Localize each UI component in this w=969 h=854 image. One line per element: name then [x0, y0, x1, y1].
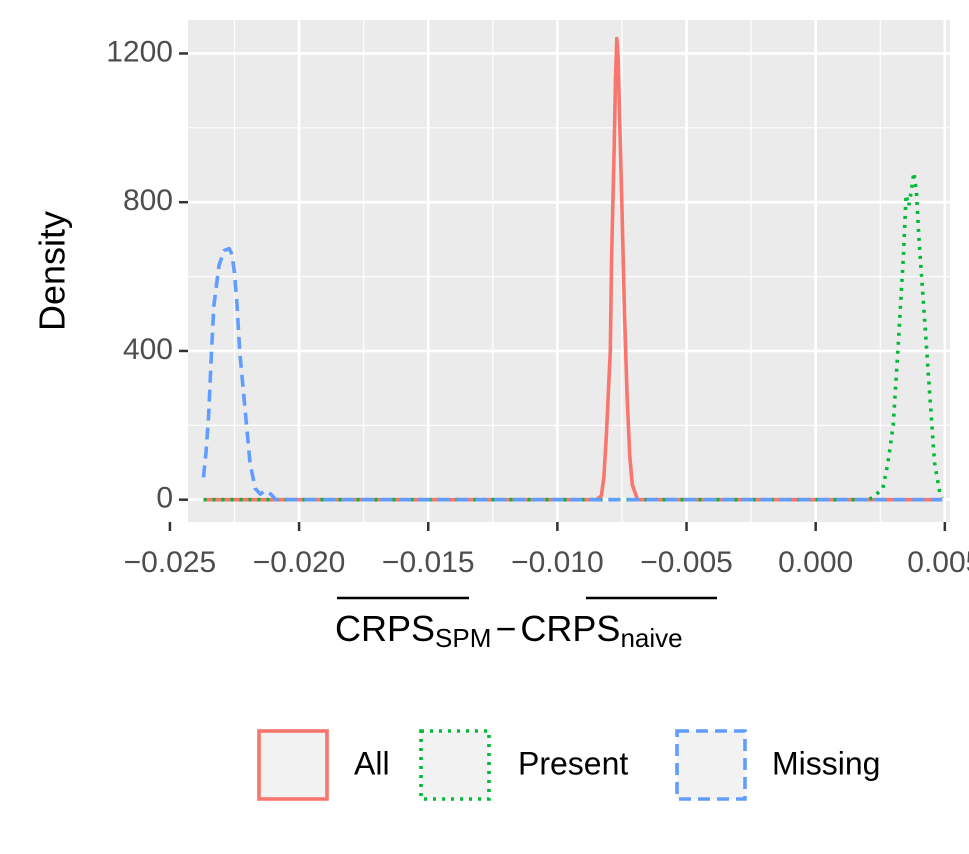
- legend-item-all: All: [257, 729, 390, 801]
- legend-item-present: Present: [419, 729, 628, 801]
- axis-ticks: [168, 52, 947, 531]
- series-layer: [201, 36, 944, 502]
- x-axis-title-term1-sub: SPM: [435, 623, 491, 653]
- legend-label: Missing: [772, 745, 880, 781]
- x-tick-label: −0.015: [382, 546, 475, 579]
- x-tick-label: −0.025: [124, 546, 217, 579]
- series-line-all: [203, 36, 943, 502]
- x-tick-label: −0.010: [511, 546, 604, 579]
- legend-key: [257, 729, 329, 801]
- x-tick-label: −0.005: [640, 546, 733, 579]
- x-tick-label: 0.005: [907, 546, 969, 579]
- x-axis-title-operator: −: [495, 608, 516, 649]
- series-line-missing: [201, 246, 943, 502]
- legend-key: [419, 729, 491, 801]
- x-axis-title-term1: CRPS: [335, 608, 435, 649]
- legend-item-missing: Missing: [675, 729, 880, 801]
- y-tick-labels: 0 400 800 1200: [106, 35, 173, 514]
- y-tick-label: 0: [156, 482, 173, 515]
- y-tick-label: 800: [123, 184, 173, 217]
- x-axis-title: CRPSSPM − CRPSnaive: [335, 596, 717, 653]
- legend-label: Present: [518, 745, 628, 781]
- x-tick-label: −0.020: [253, 546, 346, 579]
- legend-label: All: [354, 745, 390, 781]
- x-tick-labels: −0.025 −0.020 −0.015 −0.010 −0.005 0.000 0.005: [124, 546, 969, 579]
- legend: All Present Missing: [257, 729, 880, 801]
- x-axis-title-text: CRPSSPM − CRPSnaive: [335, 608, 683, 653]
- y-axis-title: Density: [32, 211, 73, 331]
- x-tick-label: 0.000: [778, 546, 853, 579]
- x-axis-title-term2-sub: naive: [620, 623, 682, 653]
- y-tick-label: 400: [123, 333, 173, 366]
- legend-key: [675, 729, 747, 801]
- y-tick-label: 1200: [106, 35, 173, 68]
- grid-minor: [188, 20, 950, 522]
- plot-panel: [188, 20, 950, 522]
- x-axis-title-term2: CRPS: [520, 608, 620, 649]
